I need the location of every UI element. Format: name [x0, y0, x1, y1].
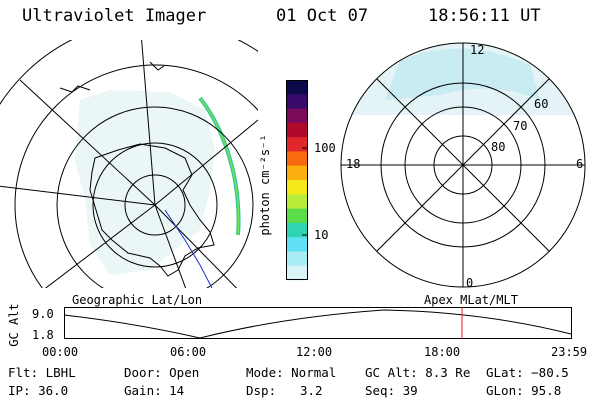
date-label: 01 Oct 07 [276, 6, 369, 26]
time-tick-1200: 12:00 [296, 345, 333, 359]
colorbar-band [286, 137, 308, 152]
colorbar-tick-100: 100 [314, 141, 336, 155]
altitude-ytick-high: 9.0 [32, 307, 54, 321]
altitude-ylabel: GC Alt [7, 303, 21, 347]
colorbar-band [286, 108, 308, 124]
colorbar-unit-label: photon cm⁻²s⁻¹ [258, 134, 272, 236]
antarctica-coast [89, 143, 215, 277]
door-info: Door: Open [124, 365, 200, 380]
colorbar-band [286, 237, 308, 252]
colorbar-band [286, 180, 308, 195]
mode-info: Mode: Normal [246, 365, 337, 380]
colorbar-band [286, 265, 308, 281]
colorbar-band [286, 222, 308, 238]
mlt-label-12: 12 [470, 43, 485, 57]
geographic-map [0, 40, 258, 288]
altitude-curve [63, 309, 572, 339]
time-tick-0600: 06:00 [170, 345, 207, 359]
magnetic-map-title: Apex MLat/MLT [424, 293, 518, 307]
dsp-value: 3.2 [300, 383, 323, 398]
colorbar-band [286, 80, 308, 95]
colorbar-band [286, 208, 308, 224]
mlat-label-80: 80 [491, 140, 506, 154]
time-tick-1800: 18:00 [424, 345, 461, 359]
colorbar-band [286, 94, 308, 110]
terminator-line [164, 209, 213, 288]
mlat-label-70: 70 [513, 119, 528, 133]
altitude-ytick-low: 1.8 [32, 328, 54, 342]
time-tick-0000: 00:00 [42, 345, 79, 359]
colorbar-band [286, 251, 308, 267]
gain-info: Gain: 14 [124, 383, 185, 398]
instrument-title: Ultraviolet Imager [22, 6, 207, 26]
aurora-haze [75, 90, 215, 275]
colorbar-band [286, 151, 308, 167]
filter-info: Flt: LBHL [8, 365, 76, 380]
time-label: 18:56:11 UT [428, 6, 541, 26]
magnetic-polar-map [340, 42, 586, 288]
mlt-label-0: 0 [466, 276, 474, 290]
seq-info: Seq: 39 [365, 383, 418, 398]
colorbar-band [286, 165, 308, 181]
geographic-map-title: Geographic Lat/Lon [72, 293, 203, 307]
glon-info: GLon: 95.8 [486, 383, 562, 398]
ip-info: IP: 36.0 [8, 383, 69, 398]
colorbar-tick-10: 10 [314, 228, 329, 242]
altitude-plot [63, 307, 572, 339]
colorbar-band [286, 194, 308, 210]
mlat-label-60: 60 [534, 97, 549, 111]
mlt-label-6: 6 [576, 157, 584, 171]
colorbar-band [286, 122, 308, 138]
dsp-label: Dsp: [246, 383, 277, 398]
glat-info: GLat: −80.5 [486, 365, 569, 380]
gc-alt-info: GC Alt: 8.3 Re [365, 365, 471, 380]
time-tick-2359: 23:59 [551, 345, 588, 359]
color-scale-bar [286, 80, 308, 281]
mlt-label-18: 18 [346, 157, 361, 171]
